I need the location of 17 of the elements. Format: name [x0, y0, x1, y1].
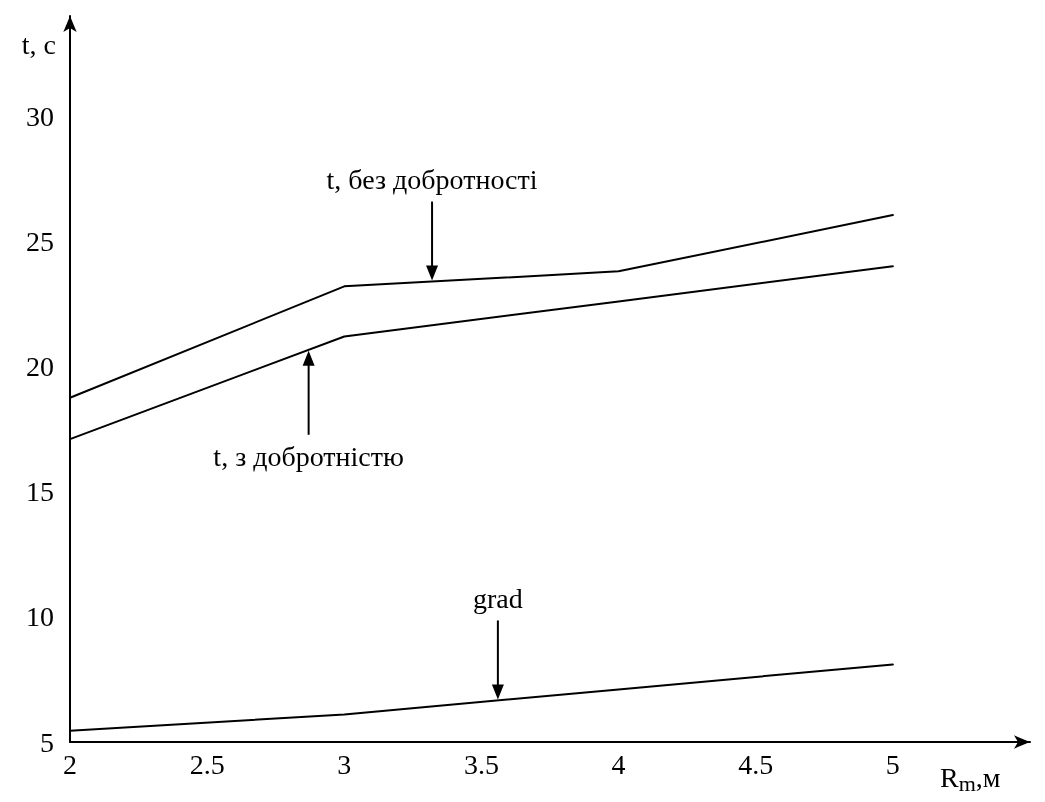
- y-tick-label: 5: [40, 726, 54, 758]
- x-tick-label: 3: [337, 748, 352, 780]
- x-tick-label: 2: [63, 748, 77, 780]
- x-tick-label: 4.5: [738, 748, 774, 780]
- text: t, без добротності: [326, 164, 538, 196]
- text: grad: [473, 582, 523, 614]
- y-axis-title: t, с: [21, 28, 56, 60]
- y-tick-label: 25: [26, 225, 54, 257]
- x-tick-label: 2.5: [189, 748, 225, 780]
- series-label: t, з добротністю: [213, 441, 404, 473]
- x-tick-label: 3.5: [463, 748, 499, 780]
- y-tick-label: 10: [26, 601, 54, 633]
- y-tick-label: 30: [26, 100, 54, 132]
- x-tick-label: 5: [885, 748, 900, 780]
- y-tick-label: 20: [26, 350, 54, 382]
- y-tick-label: 15: [26, 476, 54, 508]
- x-tick-label: 4: [611, 748, 626, 780]
